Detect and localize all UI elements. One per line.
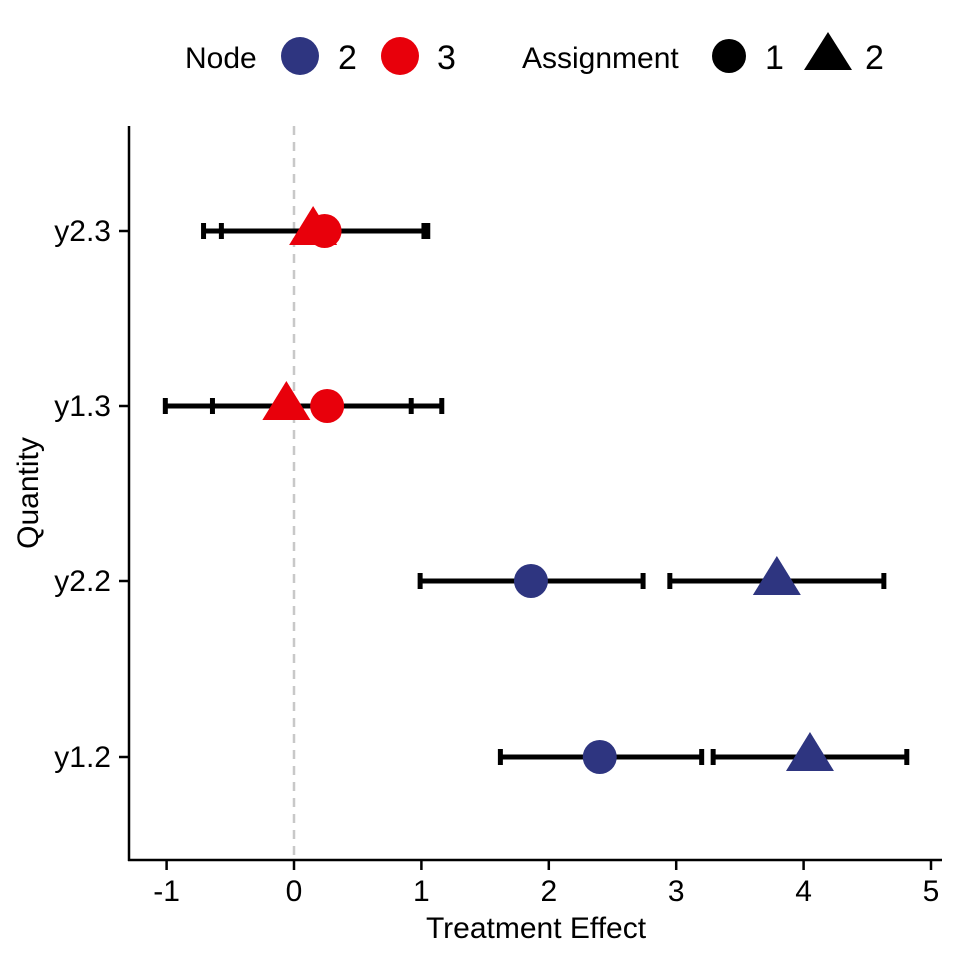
point-y2.3-node3-a1 — [307, 214, 342, 248]
point-y1.2-node2-a2 — [785, 732, 834, 771]
legend-node-3-label: 3 — [437, 39, 456, 77]
x-tick-label: -1 — [153, 875, 180, 908]
legend-assignment-1-swatch — [712, 39, 746, 73]
legend-assignment-title: Assignment — [522, 42, 679, 75]
legend-assignment-2-label: 2 — [865, 39, 884, 77]
point-y1.2-node2-a1 — [582, 740, 617, 774]
y-tick-label: y2.3 — [54, 215, 111, 248]
legend-node-title: Node — [185, 42, 257, 75]
plot-area — [162, 126, 910, 860]
y-axis-title: Quantity — [12, 437, 45, 549]
legend-node-2-swatch — [281, 37, 319, 75]
point-y1.3-node3-a2 — [262, 381, 311, 420]
point-y2.2-node2-a2 — [752, 556, 801, 595]
point-y1.3-node3-a1 — [310, 389, 345, 423]
x-tick-label: 3 — [668, 875, 685, 908]
x-axis-title: Treatment Effect — [426, 912, 647, 945]
y-tick-label: y2.2 — [54, 565, 111, 598]
legend-assignment-1-label: 1 — [765, 39, 784, 77]
x-axis-ticks: -1 0 1 2 3 4 5 — [153, 861, 939, 908]
x-tick-label: 1 — [413, 875, 430, 908]
point-y2.2-node2-a1 — [513, 564, 548, 598]
x-tick-label: 0 — [286, 875, 303, 908]
y-tick-label: y1.3 — [54, 390, 111, 423]
legend-node-2-label: 2 — [338, 39, 357, 77]
x-tick-label: 2 — [540, 875, 557, 908]
x-tick-label: 5 — [923, 875, 940, 908]
y-axis-ticks: y1.2 y2.2 y1.3 y2.3 — [54, 215, 129, 774]
x-tick-label: 4 — [795, 875, 812, 908]
legend: Node 2 3 Assignment 1 2 — [185, 32, 884, 77]
y-tick-label: y1.2 — [54, 741, 111, 774]
legend-node-3-swatch — [381, 37, 419, 75]
legend-assignment-2-swatch — [804, 32, 852, 70]
